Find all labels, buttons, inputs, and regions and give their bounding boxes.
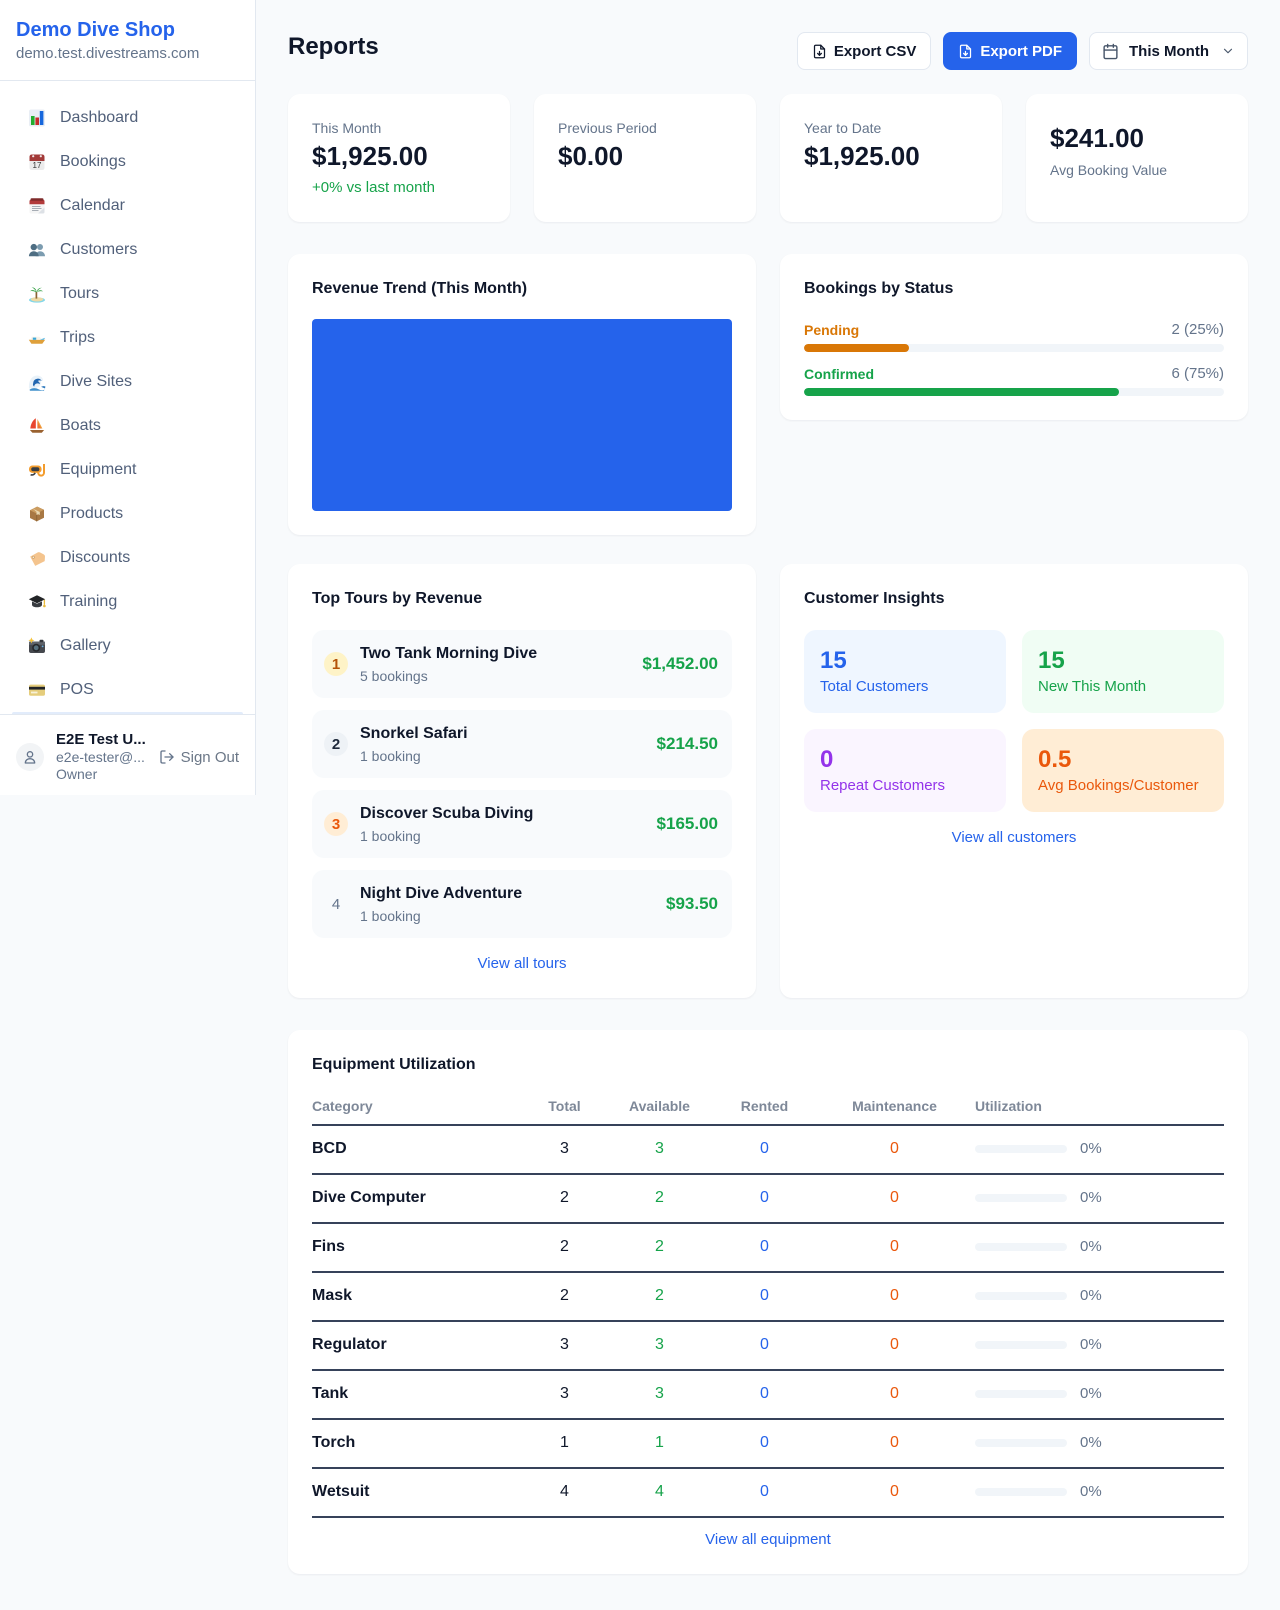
svg-text:17: 17 xyxy=(33,161,42,170)
